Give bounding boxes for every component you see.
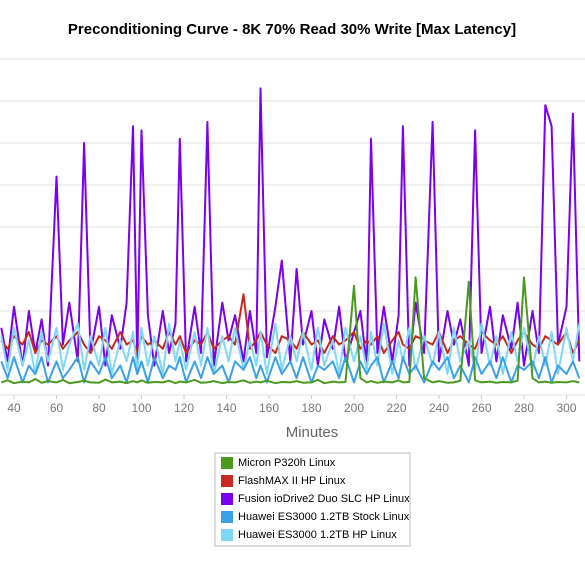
legend-swatch bbox=[221, 457, 233, 469]
x-tick-label: 160 bbox=[259, 401, 279, 415]
legend-swatch bbox=[221, 475, 233, 487]
x-axis-label: Minutes bbox=[286, 424, 339, 441]
legend-label: Huawei ES3000 1.2TB Stock Linux bbox=[238, 511, 410, 523]
x-tick-label: 60 bbox=[50, 401, 64, 415]
series-line bbox=[0, 322, 581, 375]
x-tick-label: 200 bbox=[344, 401, 364, 415]
series-line bbox=[0, 87, 581, 367]
legend-swatch bbox=[221, 529, 233, 541]
legend-label: Fusion ioDrive2 Duo SLC HP Linux bbox=[238, 493, 410, 505]
chart-title: Preconditioning Curve - 8K 70% Read 30% … bbox=[68, 21, 516, 38]
x-tick-label: 40 bbox=[7, 401, 21, 415]
x-tick-label: 240 bbox=[429, 401, 449, 415]
x-tick-label: 300 bbox=[556, 401, 576, 415]
x-tick-label: 220 bbox=[387, 401, 407, 415]
x-tick-label: 180 bbox=[302, 401, 322, 415]
legend-label: Huawei ES3000 1.2TB HP Linux bbox=[238, 529, 397, 541]
legend-label: Micron P320h Linux bbox=[238, 457, 336, 469]
x-tick-label: 140 bbox=[217, 401, 237, 415]
x-tick-label: 100 bbox=[132, 401, 152, 415]
legend-swatch bbox=[221, 493, 233, 505]
series-line bbox=[0, 276, 580, 385]
x-tick-label: 120 bbox=[174, 401, 194, 415]
x-tick-label: 260 bbox=[471, 401, 491, 415]
series-line bbox=[0, 356, 581, 384]
legend bbox=[214, 452, 411, 547]
legend-label: FlashMAX II HP Linux bbox=[238, 475, 346, 487]
legend-swatch bbox=[221, 511, 233, 523]
x-tick-label: 80 bbox=[92, 401, 106, 415]
x-tick-label: 280 bbox=[514, 401, 534, 415]
